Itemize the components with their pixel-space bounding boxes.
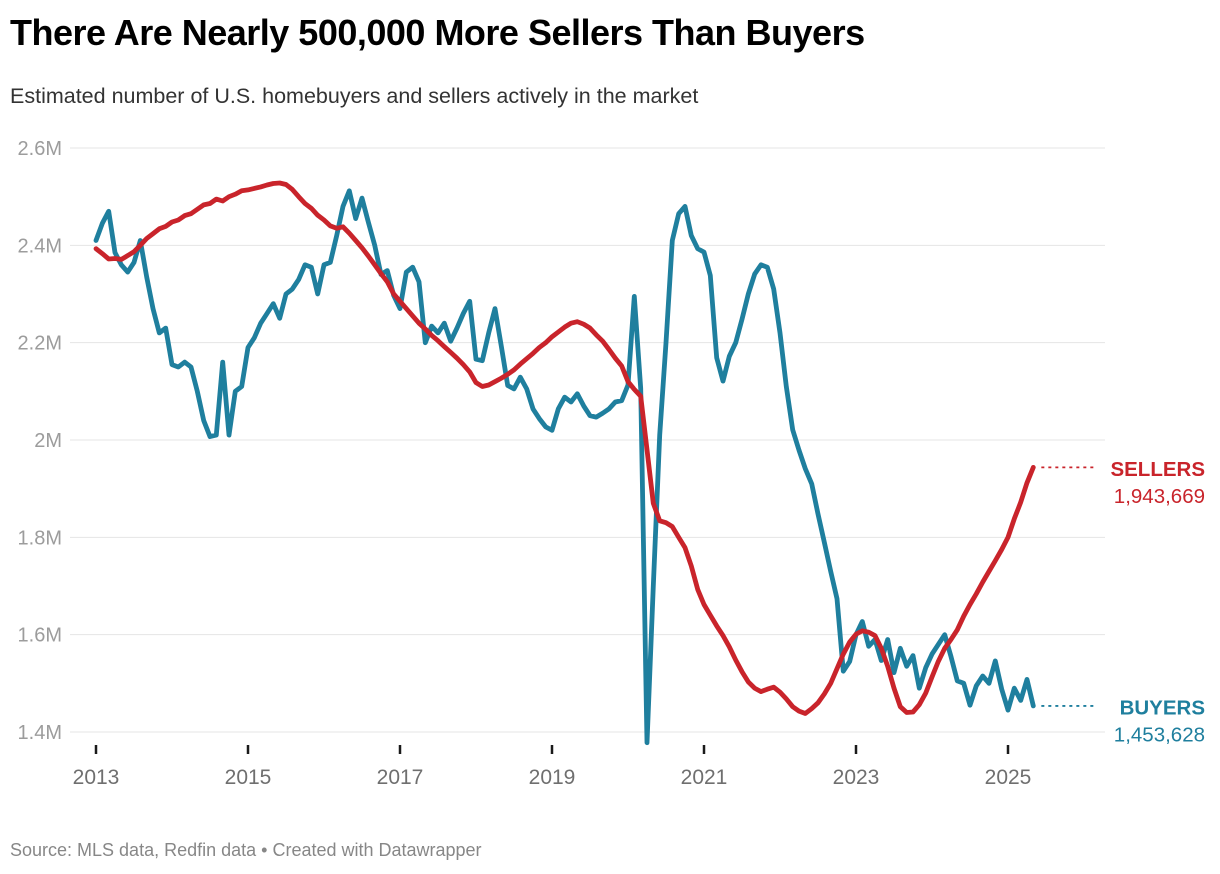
buyers-end-label: BUYERS (1120, 696, 1205, 719)
y-axis-tick-label: 1.4M (18, 722, 62, 744)
sellers-end-value: 1,943,669 (1114, 485, 1205, 508)
y-axis-tick-label: 2.4M (18, 235, 62, 257)
sellers-line (93, 180, 1036, 716)
y-axis-tick-label: 2M (34, 430, 62, 452)
y-axis-tick-label: 2.2M (18, 333, 62, 355)
source-attribution: Source: MLS data, Redfin data • Created … (10, 840, 482, 860)
x-axis-tick-label: 2017 (377, 766, 424, 789)
x-axis-tick-label: 2023 (833, 766, 880, 789)
page-title: There Are Nearly 500,000 More Sellers Th… (10, 12, 865, 53)
x-axis-tick-label: 2015 (225, 766, 272, 789)
y-axis-tick-label: 1.6M (18, 625, 62, 647)
x-axis-tick-label: 2013 (73, 766, 120, 789)
x-axis-tick-label: 2025 (985, 766, 1032, 789)
y-axis-tick-label: 2.6M (18, 138, 62, 160)
sellers-end-label: SELLERS (1110, 458, 1205, 481)
buyers-line (93, 188, 1036, 746)
buyers-end-value: 1,453,628 (1114, 723, 1205, 746)
x-axis-tick-label: 2019 (529, 766, 576, 789)
x-axis-tick-label: 2021 (681, 766, 728, 789)
y-axis-tick-label: 1.8M (18, 527, 62, 549)
chart-subtitle: Estimated number of U.S. homebuyers and … (10, 84, 699, 108)
